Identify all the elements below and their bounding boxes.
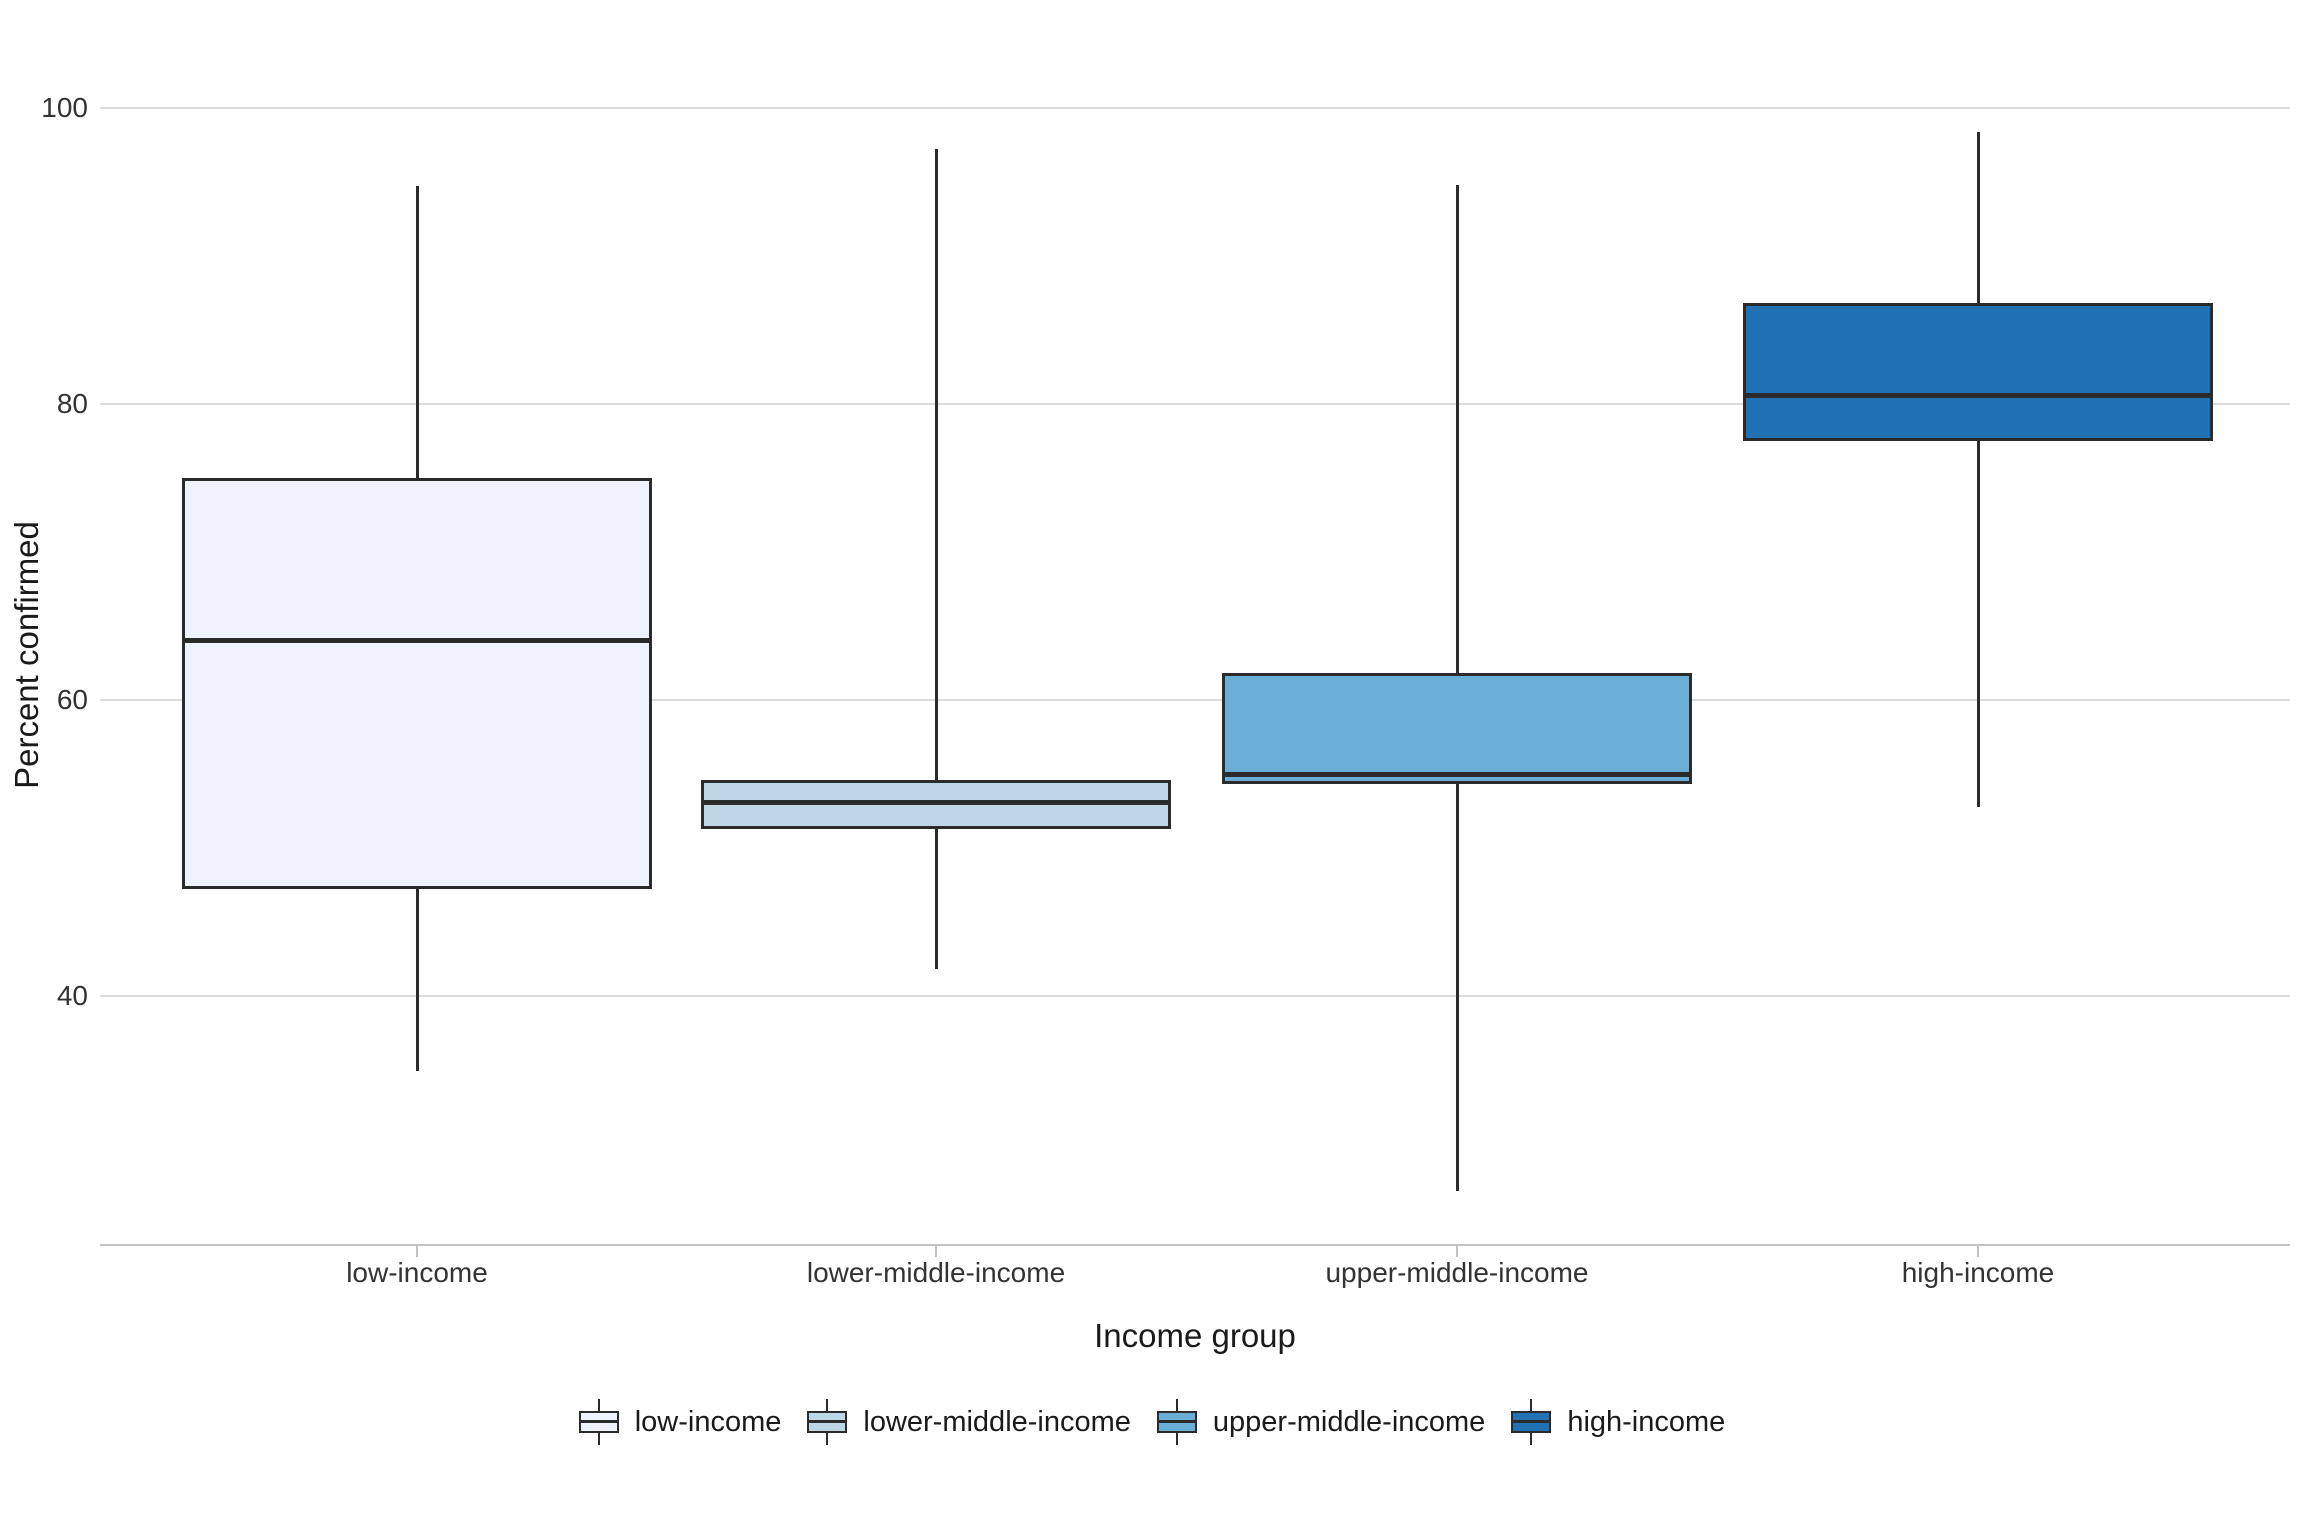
legend-key-median-line: [807, 1420, 848, 1423]
y-tick-label-80: 80: [56, 388, 88, 419]
legend-key-median-line: [1511, 1420, 1552, 1423]
legend: low-income lower-middle-income upper-middl…: [0, 1384, 2304, 1460]
legend-key-median-line: [578, 1420, 619, 1423]
x-tick-mark-low-income: [416, 1245, 418, 1257]
legend-item-upper-middle-income: upper-middle-income: [1156, 1399, 1486, 1445]
gridline-40: [100, 995, 2290, 997]
y-axis-title: Percent confirmed: [8, 521, 45, 789]
legend-item-lower-middle-income: lower-middle-income: [807, 1399, 1131, 1445]
y-tick-label-60: 60: [56, 684, 88, 715]
whisker-high-income: [1976, 131, 1980, 807]
legend-item-low-income: low-income: [578, 1399, 782, 1445]
y-tick-label-40: 40: [56, 980, 88, 1011]
x-tick-label-upper-middle-income: upper-middle-income: [1325, 1257, 1589, 1288]
y-tick-label-100: 100: [41, 92, 88, 123]
x-axis-line: [100, 1244, 2290, 1246]
median-lower-middle-income: [701, 799, 1171, 805]
median-low-income: [182, 638, 652, 644]
gridline-80: [100, 403, 2290, 405]
x-tick-mark-high-income: [1977, 1245, 1979, 1257]
legend-label-high-income: high-income: [1567, 1406, 1726, 1438]
legend-label-upper-middle-income: upper-middle-income: [1212, 1406, 1486, 1438]
median-upper-middle-income: [1222, 771, 1692, 777]
legend-label-low-income: low-income: [634, 1406, 782, 1438]
x-axis-title: Income group: [1094, 1317, 1296, 1354]
gridline-60: [100, 699, 2290, 701]
box-low-income: [182, 478, 652, 890]
legend-boxplot-key-icon: [1511, 1399, 1552, 1445]
median-high-income: [1743, 392, 2213, 398]
legend-boxplot-key-icon: [1156, 1399, 1197, 1445]
legend-key-median-line: [1156, 1420, 1197, 1423]
x-tick-label-high-income: high-income: [1901, 1257, 2055, 1288]
x-tick-mark-upper-middle-income: [1456, 1245, 1458, 1257]
box-upper-middle-income: [1222, 673, 1692, 785]
x-tick-label-lower-middle-income: lower-middle-income: [806, 1257, 1066, 1288]
gridline-100: [100, 107, 2290, 109]
x-tick-mark-lower-middle-income: [935, 1245, 937, 1257]
legend-boxplot-key-icon: [578, 1399, 619, 1445]
legend-label-lower-middle-income: lower-middle-income: [863, 1406, 1131, 1438]
whisker-lower-middle-income: [934, 149, 938, 970]
legend-item-high-income: high-income: [1511, 1399, 1725, 1445]
box-high-income: [1743, 303, 2213, 441]
legend-boxplot-key-icon: [807, 1399, 848, 1445]
x-tick-label-low-income: low-income: [346, 1257, 488, 1288]
